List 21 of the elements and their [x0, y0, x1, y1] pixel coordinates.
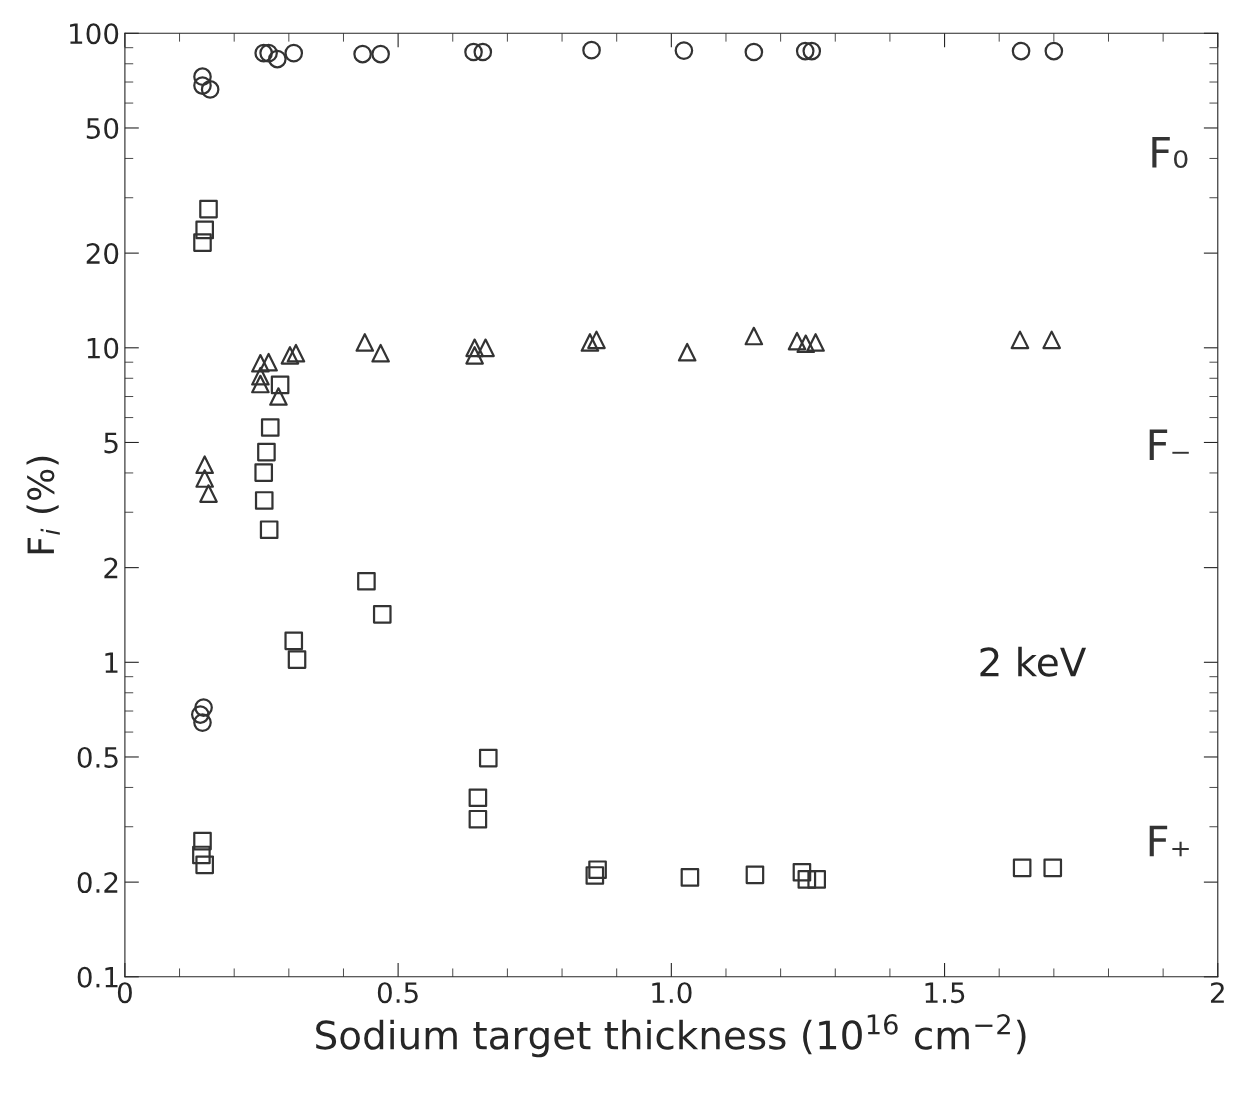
- x-tick-label: 0.5: [377, 982, 418, 1004]
- legend-label: F₀: [1152, 137, 1188, 168]
- x-tick-label: 1.0: [652, 982, 692, 1004]
- legend-label: F₋: [1149, 429, 1189, 460]
- y-tick-label: 100: [70, 23, 119, 45]
- x-tick-label: 0: [117, 982, 132, 1004]
- y-tick-label: 20: [86, 243, 119, 265]
- x-axis-title: Sodium target thickness (10$^{16}$ cm$^{−2}$): [316, 1014, 1026, 1058]
- y-tick-label: 5: [104, 432, 118, 454]
- y-axis-title: F$_{i}$ (%): [26, 456, 60, 554]
- x-tick-label: 1.5: [925, 982, 965, 1004]
- y-tick-label: 50: [86, 117, 119, 139]
- y-tick-label: 1: [105, 652, 118, 673]
- annotation: 2 keV: [980, 646, 1087, 677]
- x-tick-label: 2: [1210, 982, 1224, 1003]
- y-tick-label: 10: [87, 337, 119, 359]
- y-tick-label: 0.5: [77, 746, 118, 768]
- y-tick-label: 0.2: [77, 872, 118, 894]
- y-tick-label: 0.1: [77, 966, 118, 988]
- y-tick-label: 2: [104, 557, 118, 579]
- legend-label: F₊: [1149, 825, 1189, 857]
